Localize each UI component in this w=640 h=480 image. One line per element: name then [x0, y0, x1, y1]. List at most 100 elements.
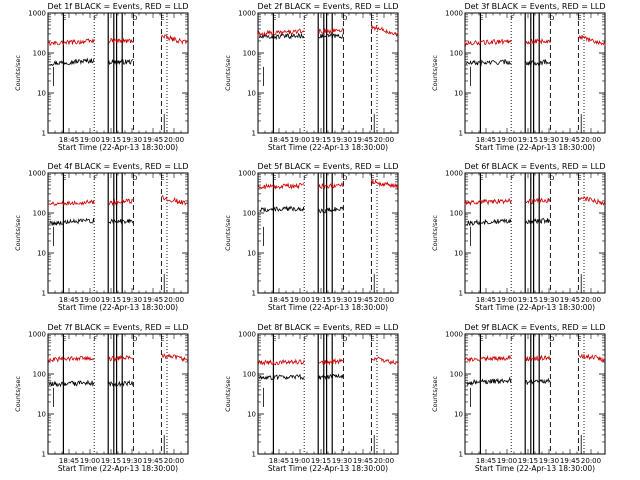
y-tick-label: 10 [454, 250, 463, 258]
y-tick-label: 10 [37, 90, 46, 98]
event-label: E [160, 335, 164, 343]
y-tick-label: 1000 [238, 10, 256, 18]
y-tick-label: 1000 [238, 331, 256, 339]
x-tick-label: 20:00 [164, 136, 184, 144]
lld-series-line [47, 355, 95, 363]
event-label: E [577, 335, 581, 343]
x-tick-label: 19:15 [518, 296, 538, 304]
x-tick-label: 19:15 [311, 457, 331, 465]
x-axis-label: Start Time (22-Apr-13 18:30:00) [475, 143, 595, 152]
y-tick-label: 1000 [28, 170, 46, 178]
x-axis-label: Start Time (22-Apr-13 18:30:00) [475, 464, 595, 473]
x-tick-label: 19:45 [353, 296, 373, 304]
lld-series-line [578, 196, 606, 206]
y-axis-label: Counts/sec [224, 376, 232, 412]
y-axis-label: Counts/sec [224, 55, 232, 91]
panel-title: Det 7f BLACK = Events, RED = LLD [47, 323, 188, 332]
panel-title: Det 8f BLACK = Events, RED = LLD [257, 323, 398, 332]
x-axis-label: Start Time (22-Apr-13 18:30:00) [475, 303, 595, 312]
x-tick-label: 19:45 [143, 136, 163, 144]
detector-panel-8: Det 8f BLACK = Events, RED = LLD 1 10 100 10… [224, 323, 399, 473]
y-tick-label: 100 [243, 371, 256, 379]
lld-series-line [257, 182, 305, 190]
event-label: E [370, 174, 374, 182]
lld-series-line [108, 198, 134, 206]
lld-series-line [47, 38, 95, 46]
event-label: F [93, 335, 97, 343]
lld-series-line [318, 182, 344, 190]
x-tick-label: 19:45 [560, 296, 580, 304]
event-label: F [510, 14, 514, 22]
event-label: E [272, 335, 276, 343]
x-tick-label: 19:00 [497, 457, 517, 465]
x-tick-label: 19:30 [122, 136, 142, 144]
x-tick-label: 19:15 [101, 136, 121, 144]
event-label: D [132, 174, 137, 182]
x-tick-label: 18:45 [269, 457, 289, 465]
event-label: E [479, 14, 483, 22]
lld-series-line [578, 353, 606, 363]
event-label: F [93, 174, 97, 182]
event-label: E [62, 335, 66, 343]
y-tick-label: 10 [247, 90, 256, 98]
lld-series-line [108, 37, 134, 44]
x-tick-label: 19:15 [101, 457, 121, 465]
panel-title: Det 9f BLACK = Events, RED = LLD [464, 323, 605, 332]
detector-panel-2: Det 2f BLACK = Events, RED = LLD 1 10 100 10… [224, 2, 399, 152]
x-tick-label: 18:45 [476, 136, 496, 144]
y-tick-label: 100 [450, 50, 463, 58]
detector-panel-6: Det 6f BLACK = Events, RED = LLD 1 10 100 10… [431, 162, 606, 312]
x-tick-label: 19:15 [518, 457, 538, 465]
x-tick-label: 19:00 [80, 136, 100, 144]
lld-series-line [464, 354, 512, 363]
detector-panel-7: Det 7f BLACK = Events, RED = LLD 1 10 100 10… [14, 323, 189, 473]
x-tick-label: 19:30 [539, 296, 559, 304]
events-series-line [107, 58, 134, 66]
detector-panel-4: Det 4f BLACK = Events, RED = LLD 1 10 100 10… [14, 162, 189, 312]
lld-series-line [578, 34, 606, 46]
events-series-line [49, 217, 95, 227]
event-label: D [549, 174, 554, 182]
y-axis-label: Counts/sec [14, 55, 22, 91]
y-axis-label: Counts/sec [431, 215, 439, 251]
y-tick-label: 100 [243, 50, 256, 58]
y-tick-label: 1000 [238, 170, 256, 178]
x-tick-label: 19:00 [290, 136, 310, 144]
y-tick-label: 100 [33, 50, 46, 58]
events-series-line [524, 377, 551, 385]
x-tick-label: 20:00 [164, 457, 184, 465]
y-tick-label: 1 [252, 451, 256, 459]
x-tick-label: 19:30 [332, 136, 352, 144]
y-tick-label: 100 [33, 371, 46, 379]
x-tick-label: 19:30 [332, 296, 352, 304]
event-label: F [303, 335, 307, 343]
y-axis-label: Counts/sec [14, 376, 22, 412]
y-axis-label: Counts/sec [14, 215, 22, 251]
event-label: E [62, 174, 66, 182]
x-tick-label: 19:45 [560, 457, 580, 465]
y-tick-label: 1000 [28, 331, 46, 339]
event-label: E [272, 174, 276, 182]
events-series-line [49, 57, 95, 67]
y-tick-label: 1000 [445, 331, 463, 339]
y-axis-label: Counts/sec [224, 215, 232, 251]
y-tick-label: 1000 [445, 170, 463, 178]
x-tick-label: 19:45 [143, 296, 163, 304]
event-label: D [549, 335, 554, 343]
x-tick-label: 19:15 [311, 136, 331, 144]
lld-series-line [525, 197, 551, 205]
event-label: E [370, 14, 374, 22]
event-label: E [479, 174, 483, 182]
x-axis-label: Start Time (22-Apr-13 18:30:00) [58, 143, 178, 152]
events-series-line [317, 33, 344, 39]
x-tick-label: 20:00 [581, 296, 601, 304]
event-label: F [303, 14, 307, 22]
lld-series-line [47, 199, 95, 206]
event-label: E [160, 174, 164, 182]
events-series-line [107, 379, 134, 388]
x-tick-label: 19:00 [290, 457, 310, 465]
lld-series-line [257, 28, 305, 37]
x-tick-label: 20:00 [581, 457, 601, 465]
events-series-line [49, 379, 95, 388]
